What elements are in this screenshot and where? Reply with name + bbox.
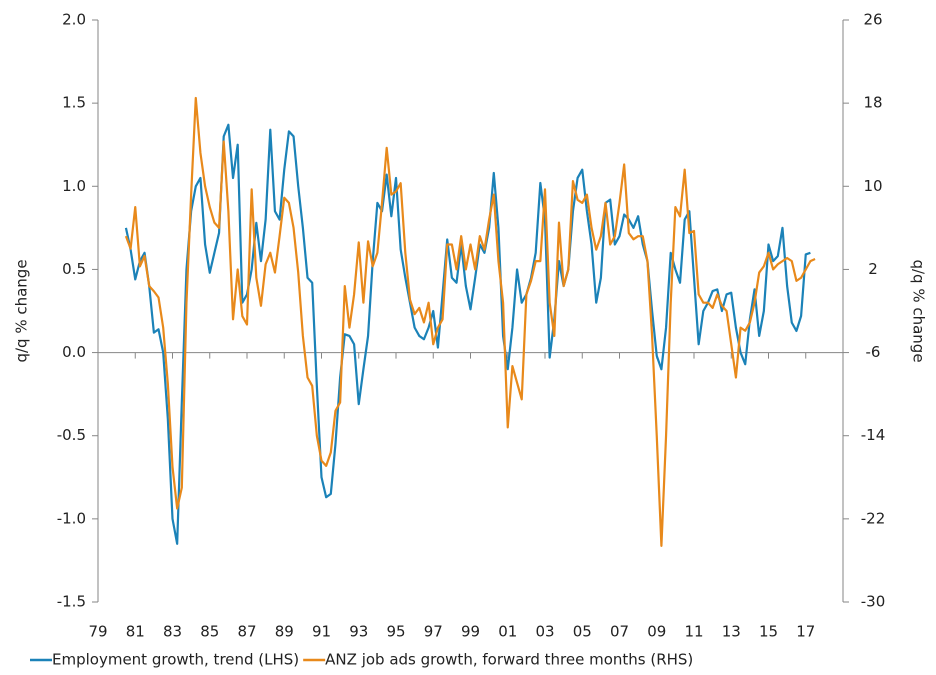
y-tick-label: -0.5: [57, 426, 86, 444]
y-tick-label: 0.5: [62, 260, 86, 278]
x-tick-label: 97: [424, 623, 443, 641]
series-line: [124, 123, 811, 545]
x-tick-label: 01: [498, 623, 517, 641]
y2-tick-label: -14: [861, 426, 886, 444]
y-tick-label: -1.0: [57, 509, 86, 527]
x-tick-label: 03: [535, 623, 554, 641]
legend-label: Employment growth, trend (LHS): [52, 651, 299, 669]
x-tick-label: 85: [200, 623, 219, 641]
x-tick-label: 07: [610, 623, 629, 641]
y-axis-label: q/q % change: [13, 259, 31, 362]
x-tick-label: 87: [237, 623, 256, 641]
y2-axis-label: q/q % change: [910, 259, 928, 362]
y-tick-label: 1.0: [62, 177, 86, 195]
x-tick-label: 17: [796, 623, 815, 641]
y2-tick-label: -30: [861, 593, 886, 611]
x-tick-label: 15: [759, 623, 778, 641]
x-tick-label: 09: [647, 623, 666, 641]
x-tick-label: 99: [461, 623, 480, 641]
x-tick-label: 91: [312, 623, 331, 641]
x-tick-label: 83: [163, 623, 182, 641]
x-tick-label: 11: [684, 623, 703, 641]
x-tick-label: 95: [386, 623, 405, 641]
y2-tick-label: 10: [863, 177, 882, 195]
y2-tick-label: -22: [861, 509, 886, 527]
y-tick-label: 2.0: [62, 11, 86, 29]
y-tick-label: 1.5: [62, 94, 86, 112]
y2-tick-label: -6: [866, 343, 881, 361]
x-tick-label: 05: [573, 623, 592, 641]
x-tick-label: 89: [275, 623, 294, 641]
y2-tick-label: 2: [868, 260, 878, 278]
x-tick-label: 81: [126, 623, 145, 641]
x-tick-label: 93: [349, 623, 368, 641]
series-line: [124, 96, 816, 547]
y-tick-label: -1.5: [57, 593, 86, 611]
x-tick-label: 13: [722, 623, 741, 641]
x-tick-label: 79: [88, 623, 107, 641]
legend-label: ANZ job ads growth, forward three months…: [325, 651, 693, 669]
y-tick-label: 0.0: [62, 343, 86, 361]
y2-tick-label: 18: [863, 94, 882, 112]
y2-tick-label: 26: [863, 11, 882, 29]
